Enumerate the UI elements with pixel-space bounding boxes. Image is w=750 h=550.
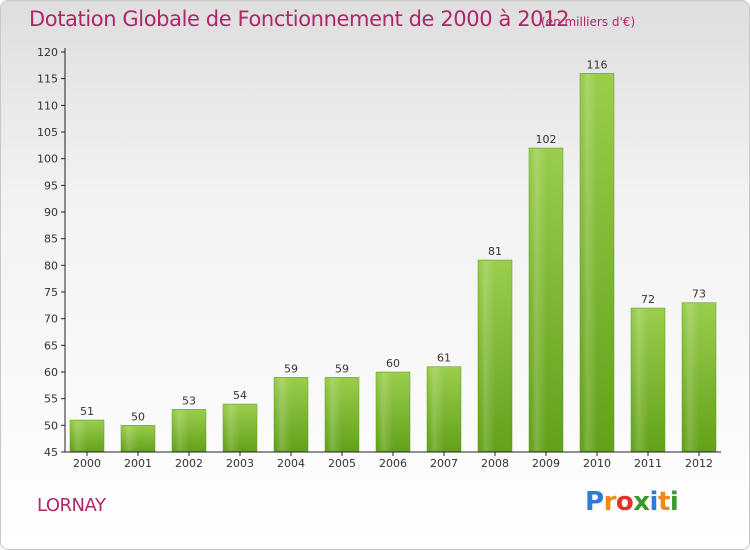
x-tick-label: 2009 [532, 457, 560, 470]
value-label: 116 [587, 58, 608, 71]
bar-highlight [72, 421, 88, 451]
value-label: 54 [233, 389, 247, 402]
value-label: 60 [386, 357, 400, 370]
y-tick-label: 115 [37, 73, 58, 86]
y-tick-label: 70 [44, 313, 58, 326]
value-label: 53 [182, 394, 196, 407]
bar-highlight [429, 367, 445, 451]
y-tick-label: 85 [44, 233, 58, 246]
y-tick-label: 50 [44, 419, 58, 432]
logo-letter: i [649, 487, 659, 517]
logo-letter: x [633, 487, 650, 517]
y-tick-label: 110 [37, 99, 58, 112]
y-axis: 45 50 55 60 65 70 75 80 85 90 95 100 105 110 115 120 [37, 46, 66, 459]
y-tick-label: 65 [44, 339, 58, 352]
y-tick-label: 95 [44, 179, 58, 192]
x-axis: 2000 2001 2002 2003 2004 2005 2006 2007 2008 2009… [65, 451, 721, 470]
y-tick-label: 55 [44, 393, 58, 406]
y-tick-label: 100 [37, 153, 58, 166]
value-label: 72 [641, 293, 655, 306]
x-tick-label: 2004 [277, 457, 305, 470]
logo-letter: o [615, 487, 634, 517]
bar-highlight [633, 309, 649, 451]
chart-title: Dotation Globale de Fonctionnement de 20… [29, 7, 570, 31]
chart-subtitle: (en milliers d'€) [541, 15, 636, 29]
y-tick-label: 90 [44, 206, 58, 219]
logo-letter: r [603, 487, 617, 517]
logo-letter: t [657, 487, 670, 517]
y-tick-label: 105 [37, 126, 58, 139]
value-label: 73 [692, 288, 706, 301]
value-label: 102 [536, 133, 557, 146]
bar-highlight [531, 149, 547, 451]
x-tick-label: 2011 [634, 457, 662, 470]
x-tick-label: 2000 [73, 457, 101, 470]
bar-highlight [582, 74, 598, 451]
value-label: 59 [335, 362, 349, 375]
bar-highlight [378, 373, 394, 451]
bar-highlight [225, 405, 241, 451]
bar-highlight [327, 378, 343, 451]
value-label: 51 [80, 405, 94, 418]
bar-highlight [480, 261, 496, 451]
y-tick-label: 120 [37, 46, 58, 59]
x-tick-label: 2006 [379, 457, 407, 470]
value-label: 61 [437, 352, 451, 365]
y-tick-label: 80 [44, 259, 58, 272]
bars-group: 51 50 53 54 59 59 60 61 81 102 116 72 73 [69, 58, 717, 453]
y-tick-label: 60 [44, 366, 58, 379]
x-tick-label: 2010 [583, 457, 611, 470]
x-tick-label: 2002 [175, 457, 203, 470]
x-tick-label: 2008 [481, 457, 509, 470]
x-tick-label: 2012 [685, 457, 713, 470]
bar-highlight [123, 426, 139, 451]
x-tick-label: 2003 [226, 457, 254, 470]
bar-highlight [684, 303, 700, 451]
value-label: 81 [488, 245, 502, 258]
logo-letter: P [585, 487, 604, 517]
value-label: 59 [284, 362, 298, 375]
bar-highlight [276, 378, 292, 451]
y-tick-label: 75 [44, 286, 58, 299]
value-label: 50 [131, 410, 145, 423]
logo-letter: i [669, 487, 679, 517]
x-tick-label: 2005 [328, 457, 356, 470]
proxiti-logo[interactable]: Proxiti [585, 487, 679, 517]
x-tick-label: 2007 [430, 457, 458, 470]
bar-highlight [174, 410, 190, 451]
y-tick-label: 45 [44, 446, 58, 459]
commune-name: LORNAY [37, 495, 106, 516]
x-tick-label: 2001 [124, 457, 152, 470]
